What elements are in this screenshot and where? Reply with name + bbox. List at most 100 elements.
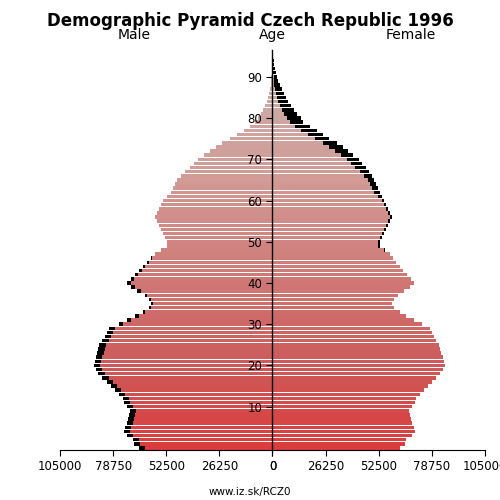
Bar: [386, 207, 388, 210]
Bar: [272, 252, 390, 256]
Bar: [124, 430, 130, 433]
Bar: [140, 442, 272, 446]
Bar: [272, 133, 308, 136]
Bar: [272, 162, 351, 165]
Bar: [104, 372, 272, 376]
Bar: [157, 211, 272, 214]
Bar: [114, 388, 120, 392]
Bar: [272, 376, 436, 380]
Bar: [161, 228, 272, 231]
Bar: [127, 422, 133, 425]
Bar: [272, 54, 273, 58]
Bar: [272, 158, 347, 161]
Bar: [272, 339, 436, 342]
Bar: [178, 178, 272, 182]
Bar: [100, 364, 272, 367]
Bar: [388, 220, 390, 223]
Bar: [272, 401, 415, 404]
Bar: [250, 124, 272, 128]
Bar: [139, 446, 145, 450]
Bar: [133, 405, 272, 408]
Bar: [272, 224, 386, 227]
Bar: [159, 207, 272, 210]
Bar: [280, 104, 290, 108]
Bar: [151, 256, 152, 260]
Bar: [272, 446, 400, 450]
Bar: [272, 269, 403, 272]
Bar: [272, 137, 315, 140]
Bar: [130, 430, 272, 433]
Bar: [272, 88, 275, 91]
Bar: [127, 434, 133, 438]
Bar: [274, 84, 280, 87]
Bar: [290, 120, 303, 124]
Bar: [275, 88, 281, 91]
Bar: [112, 380, 272, 384]
Bar: [131, 426, 272, 429]
Bar: [138, 273, 272, 276]
Bar: [272, 248, 384, 252]
Bar: [270, 88, 272, 91]
Bar: [272, 438, 406, 442]
Bar: [272, 388, 424, 392]
Bar: [342, 154, 353, 157]
Bar: [147, 294, 272, 297]
Bar: [98, 347, 104, 350]
Bar: [268, 96, 272, 99]
Bar: [368, 178, 374, 182]
Bar: [153, 302, 272, 306]
Bar: [174, 186, 272, 190]
Bar: [272, 418, 411, 421]
Bar: [102, 339, 108, 342]
Bar: [194, 162, 272, 165]
Bar: [124, 401, 130, 404]
Bar: [168, 194, 272, 198]
Bar: [141, 290, 272, 293]
Bar: [272, 145, 329, 148]
Bar: [278, 100, 287, 103]
Bar: [272, 364, 444, 367]
Bar: [145, 310, 272, 314]
Bar: [272, 314, 406, 318]
Bar: [137, 290, 141, 293]
Bar: [130, 409, 136, 412]
Bar: [272, 150, 335, 153]
Bar: [135, 273, 138, 276]
Bar: [165, 236, 272, 240]
Bar: [143, 310, 145, 314]
Bar: [108, 376, 272, 380]
Bar: [204, 154, 272, 157]
Bar: [272, 298, 394, 301]
Bar: [157, 220, 272, 223]
Bar: [272, 277, 411, 280]
Bar: [142, 269, 272, 272]
Bar: [96, 368, 102, 372]
Bar: [272, 228, 384, 231]
Bar: [272, 240, 378, 244]
Bar: [108, 326, 114, 330]
Bar: [272, 112, 283, 116]
Bar: [273, 67, 275, 70]
Bar: [104, 335, 110, 338]
Bar: [210, 150, 272, 153]
Text: Male: Male: [118, 28, 151, 42]
Bar: [237, 133, 272, 136]
Bar: [128, 418, 134, 421]
Bar: [135, 314, 139, 318]
Bar: [230, 137, 272, 140]
Bar: [134, 418, 272, 421]
Bar: [272, 380, 432, 384]
Bar: [272, 392, 420, 396]
Bar: [274, 75, 277, 78]
Bar: [272, 260, 396, 264]
Bar: [272, 294, 398, 297]
Bar: [272, 178, 368, 182]
Bar: [295, 124, 310, 128]
Bar: [112, 330, 272, 334]
Bar: [110, 384, 116, 388]
Bar: [133, 438, 139, 442]
Bar: [272, 409, 409, 412]
Bar: [104, 352, 272, 355]
Bar: [266, 104, 272, 108]
Bar: [272, 100, 278, 103]
